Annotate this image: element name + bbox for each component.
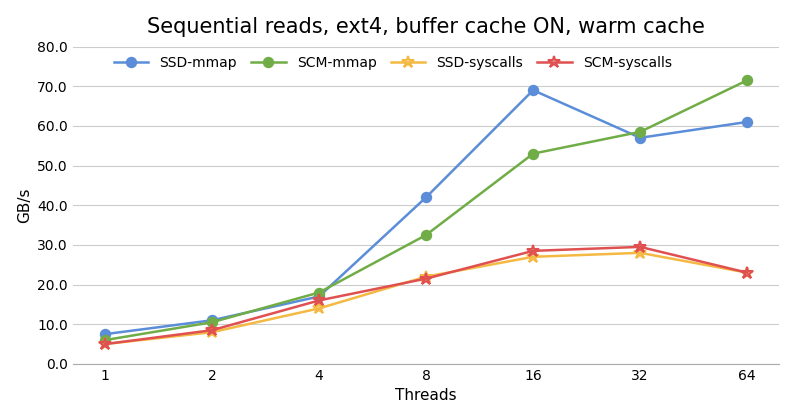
SSD-syscalls <box>421 274 431 279</box>
Line: SSD-syscalls: SSD-syscalls <box>99 247 754 350</box>
SCM-mmap <box>100 338 110 343</box>
SSD-mmap <box>529 88 538 93</box>
SSD-syscalls <box>207 330 217 335</box>
SSD-mmap <box>635 135 645 140</box>
SSD-syscalls <box>635 250 645 255</box>
Line: SCM-syscalls: SCM-syscalls <box>99 241 754 350</box>
SCM-mmap <box>743 78 752 83</box>
Line: SSD-mmap: SSD-mmap <box>100 85 752 339</box>
SCM-mmap <box>529 151 538 156</box>
SCM-syscalls <box>743 270 752 275</box>
X-axis label: Threads: Threads <box>396 388 457 403</box>
SCM-mmap <box>207 320 217 325</box>
SCM-syscalls <box>635 244 645 249</box>
SSD-mmap <box>100 332 110 337</box>
Y-axis label: GB/s: GB/s <box>17 187 32 223</box>
SSD-syscalls <box>743 270 752 275</box>
SSD-mmap <box>207 318 217 323</box>
SCM-syscalls <box>100 341 110 346</box>
SCM-mmap <box>421 232 431 237</box>
SCM-syscalls <box>314 298 324 303</box>
SCM-mmap <box>635 129 645 134</box>
SCM-syscalls <box>421 276 431 281</box>
SSD-syscalls <box>529 254 538 259</box>
Title: Sequential reads, ext4, buffer cache ON, warm cache: Sequential reads, ext4, buffer cache ON,… <box>147 17 705 37</box>
SSD-mmap <box>743 119 752 124</box>
SSD-syscalls <box>314 306 324 311</box>
SSD-mmap <box>421 195 431 200</box>
SSD-mmap <box>314 294 324 299</box>
SSD-syscalls <box>100 341 110 346</box>
Line: SCM-mmap: SCM-mmap <box>100 76 752 345</box>
SCM-syscalls <box>207 328 217 333</box>
SCM-syscalls <box>529 248 538 253</box>
SCM-mmap <box>314 290 324 295</box>
Legend: SSD-mmap, SCM-mmap, SSD-syscalls, SCM-syscalls: SSD-mmap, SCM-mmap, SSD-syscalls, SCM-sy… <box>108 50 677 76</box>
